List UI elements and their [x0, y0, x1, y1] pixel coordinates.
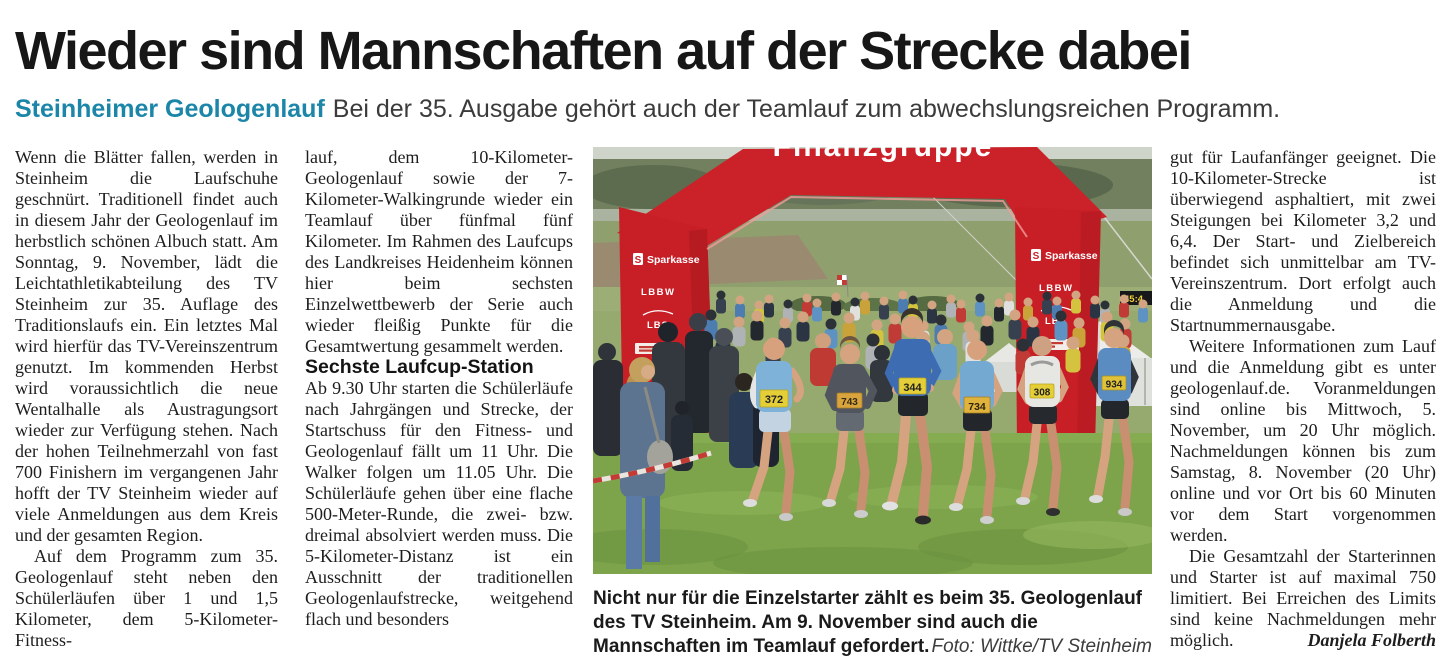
runner: 934	[1089, 320, 1139, 516]
spectators	[593, 313, 779, 569]
race-clock-time: 45:4	[1124, 294, 1144, 305]
photo-caption: Nicht nur für die Einzelstarter zählt es…	[593, 587, 1152, 659]
paragraph: lauf, dem 10-Kilometer-Geologenlauf sowi…	[305, 147, 573, 356]
arch-banner-text: Finanzgruppe	[773, 147, 994, 163]
bib-number: 308	[1034, 388, 1051, 399]
sparkasse-symbol-icon: S	[635, 255, 642, 266]
paragraph: gut für Laufanfänger geeignet. Die 10-Ki…	[1170, 147, 1436, 335]
bib-number: 734	[968, 401, 986, 413]
caption-text: Nicht nur für die Einzelstarter zählt es…	[593, 588, 1143, 657]
bib-number: 344	[903, 382, 922, 394]
runner: 372	[743, 338, 804, 521]
sponsor-label: Sparkasse	[1045, 250, 1098, 262]
sponsor-label: LBBW	[1039, 283, 1074, 294]
paragraph: Weitere Informationen zum Lauf und die A…	[1170, 336, 1436, 545]
text-column-1: Wenn die Blätter fallen, werden in Stein…	[15, 147, 278, 661]
bib-number: 934	[1106, 380, 1123, 391]
checker-flag	[837, 274, 849, 298]
bib-number: 372	[765, 394, 783, 406]
runner: 344	[882, 308, 942, 525]
section-heading: Sechste Laufcup-Station	[305, 356, 534, 378]
author-byline: Danjela Folberth	[1307, 630, 1436, 650]
page-title: Wieder sind Mannschaften auf der Strecke…	[15, 21, 1192, 81]
paragraph: Wenn die Blätter fallen, werden in Stein…	[15, 147, 278, 545]
runner: 308	[1016, 336, 1069, 516]
runner: 734	[949, 340, 1003, 524]
article-columns: Wenn die Blätter fallen, werden in Stein…	[15, 147, 1436, 661]
sparkasse-symbol-icon: S	[1033, 251, 1040, 262]
sponsor-label: Sparkasse	[647, 254, 700, 266]
runner: 743	[822, 336, 878, 518]
paragraph: Die Gesamtzahl der Starterinnen und Star…	[1170, 546, 1436, 651]
text-column-2: lauf, dem 10-Kilometer-Geologenlauf sowi…	[305, 147, 573, 661]
paragraph-text: Die Gesamtzahl der Starterinnen und Star…	[1170, 546, 1436, 650]
deck-text: Bei der 35. Ausgabe gehört auch der Team…	[332, 95, 1281, 123]
sponsor-label: LBS	[1045, 316, 1067, 327]
paragraph: Auf dem Programm zum 35. Geologenlauf st…	[15, 546, 278, 650]
bib-number: 743	[841, 397, 858, 408]
sponsor-label: LBBW	[641, 287, 676, 298]
kicker-label: Steinheimer Geologenlauf	[15, 95, 325, 123]
paragraph: Ab 9.30 Uhr starten die Schülerläufe nac…	[305, 378, 573, 629]
race-photo-figure: Finanzgruppe S Sparkasse LBBW LBS	[593, 147, 1152, 659]
race-photo-illustration: Finanzgruppe S Sparkasse LBBW LBS	[593, 147, 1152, 574]
subheadline: Steinheimer Geologenlauf Bei der 35. Ausg…	[15, 92, 1436, 126]
photo-credit: Foto: Wittke/TV Steinheim	[931, 636, 1152, 657]
text-column-4: gut für Laufanfänger geeignet. Die 10-Ki…	[1170, 147, 1436, 661]
sponsor-label: LBS	[647, 320, 669, 331]
